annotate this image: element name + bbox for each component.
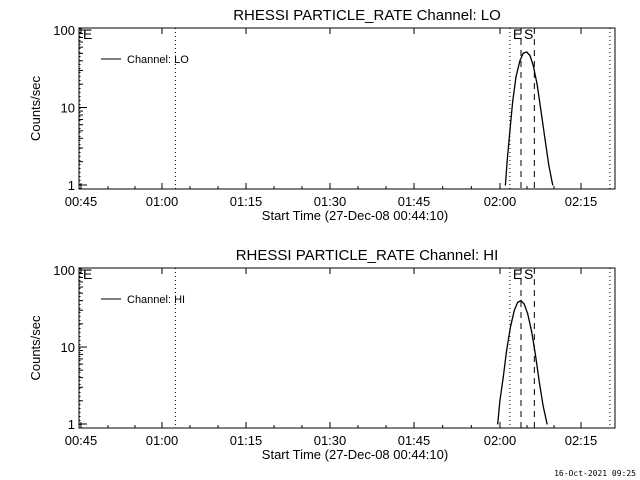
x-tick-label: 02:00: [484, 194, 517, 209]
data-point: [517, 301, 519, 303]
data-point: [548, 164, 550, 166]
data-point: [515, 76, 517, 78]
chart-panel-hi: RHESSI PARTICLE_RATE Channel: HI 00:45 01:…: [28, 247, 616, 462]
x-tick-label: 01:45: [398, 433, 431, 448]
plot-frame: [78, 267, 616, 429]
x-tick-label: 01:30: [314, 433, 347, 448]
data-point: [531, 330, 533, 332]
data-point: [540, 110, 542, 112]
legend-label: Channel: LO: [127, 54, 189, 66]
y-tick-label: 100: [53, 263, 75, 278]
data-point: [523, 303, 525, 305]
data-point: [502, 377, 504, 379]
footer-timestamp: 16-Oct-2021 09:25: [554, 469, 636, 478]
data-point: [552, 184, 554, 186]
event-marker-label: S: [524, 266, 533, 282]
data-point: [513, 309, 515, 311]
data-point: [497, 423, 499, 425]
data-point: [536, 83, 538, 85]
y-axis-label: Counts/sec: [28, 315, 43, 381]
data-point: [519, 60, 521, 62]
data-point: [526, 51, 528, 53]
data-point: [534, 353, 537, 356]
event-marker-label: E: [83, 266, 92, 282]
data-point: [504, 184, 506, 186]
data-point: [546, 423, 548, 425]
data-point: [506, 349, 508, 352]
event-marker-label: E: [83, 26, 92, 42]
plot-frame: [78, 27, 616, 190]
x-tick-label: 01:15: [230, 194, 263, 209]
y-tick-label: 1: [68, 178, 75, 193]
x-tick-label: 00:45: [65, 433, 98, 448]
chart-panel-lo: RHESSI PARTICLE_RATE Channel: LO 00:45 01:…: [28, 7, 616, 223]
data-point: [538, 381, 540, 383]
x-tick-label: 02:15: [565, 194, 598, 209]
x-axis-label: Start Time (27-Dec-08 00:44:10): [262, 208, 448, 223]
event-marker-label: S: [524, 26, 533, 42]
x-tick-label: 02:15: [565, 433, 598, 448]
x-tick-label: 02:00: [484, 433, 517, 448]
y-tick-label: 1: [68, 417, 75, 432]
data-point: [542, 405, 544, 407]
data-point: [509, 326, 511, 328]
x-tick-label: 01:45: [398, 194, 431, 209]
x-tick-label: 01:15: [230, 433, 263, 448]
data-point: [522, 52, 524, 54]
y-tick-label: 100: [53, 23, 75, 38]
x-tick-label: 01:30: [314, 194, 347, 209]
data-point: [509, 130, 511, 132]
event-marker-label: E: [513, 26, 522, 42]
data-point: [532, 64, 534, 66]
event-marker-label: E: [513, 266, 522, 282]
x-tick-label: 01:00: [146, 433, 179, 448]
data-point: [512, 100, 514, 102]
data-point: [506, 161, 508, 163]
chart-title: RHESSI PARTICLE_RATE Channel: LO: [233, 7, 501, 24]
data-point: [499, 400, 501, 402]
data-point: [520, 300, 522, 302]
y-tick-label: 10: [61, 101, 75, 116]
y-tick-label: 10: [61, 340, 75, 355]
x-tick-label: 00:45: [65, 194, 98, 209]
data-point: [527, 313, 529, 315]
data-point: [529, 54, 531, 57]
legend-label: Channel: HI: [127, 294, 185, 306]
x-tick-label: 01:00: [146, 194, 179, 209]
chart-title: RHESSI PARTICLE_RATE Channel: HI: [236, 247, 499, 264]
data-point: [544, 137, 546, 139]
y-axis-label: Counts/sec: [28, 75, 43, 141]
x-axis-label: Start Time (27-Dec-08 00:44:10): [262, 447, 448, 462]
